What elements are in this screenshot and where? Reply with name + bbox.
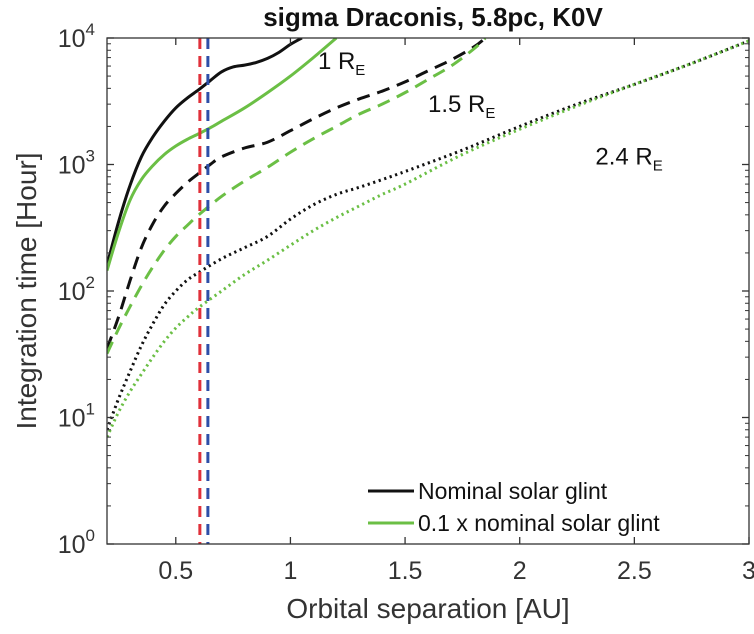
x-tick-label-2: 1.5 — [388, 557, 423, 585]
curve-annotations: 1 RE 1.5 RE 2.4 RE — [318, 48, 663, 175]
y-tick-label-0: 100 — [58, 526, 95, 559]
curve-label-0: 1 RE — [318, 48, 365, 79]
curve-label-2: 2.4 RE — [595, 144, 662, 175]
x-axis-ticks: 0.5 1 1.5 2 2.5 3 — [158, 38, 754, 585]
series-layer — [107, 38, 749, 438]
series-line-3 — [107, 38, 487, 355]
x-tick-label-4: 2.5 — [617, 557, 652, 585]
legend-label-reduced: 0.1 x nominal solar glint — [418, 510, 660, 536]
x-tick-label-5: 3 — [742, 557, 754, 585]
y-tick-label-1: 101 — [58, 400, 95, 433]
x-tick-label-1: 1 — [283, 557, 297, 585]
series-line-1 — [107, 38, 338, 272]
y-tick-label-3: 103 — [58, 147, 95, 180]
legend: Nominal solar glint 0.1 x nominal solar … — [368, 478, 660, 536]
y-tick-label-4: 104 — [58, 20, 95, 53]
series-line-0 — [107, 38, 303, 266]
y-axis-ticks: 100 101 102 103 104 — [58, 20, 749, 559]
series-line-2 — [107, 38, 487, 350]
y-axis-label: Integration time [Hour] — [11, 152, 42, 429]
chart-title: sigma Draconis, 5.8pc, K0V — [263, 2, 603, 32]
x-tick-label-0: 0.5 — [158, 557, 193, 585]
legend-label-nominal: Nominal solar glint — [418, 478, 608, 504]
curve-label-1: 1.5 RE — [428, 91, 495, 122]
reference-lines — [198, 38, 210, 544]
y-tick-label-2: 102 — [58, 273, 95, 306]
x-tick-label-3: 2 — [513, 557, 527, 585]
x-axis-label: Orbital separation [AU] — [286, 593, 569, 624]
